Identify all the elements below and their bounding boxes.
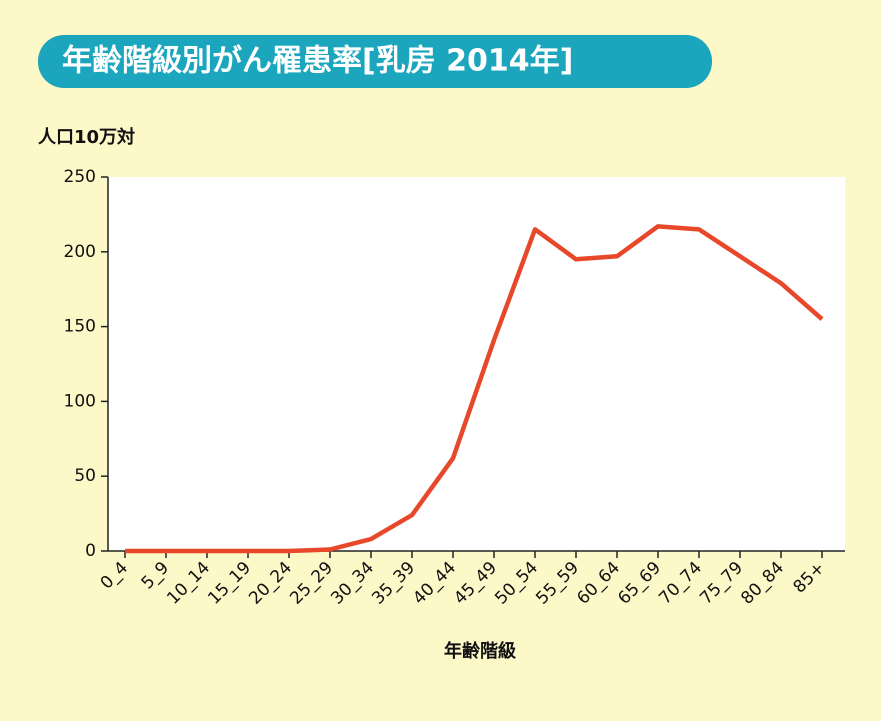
y-tick-label: 150 <box>64 317 96 337</box>
y-tick-label: 100 <box>64 391 96 411</box>
series-line <box>125 224 824 554</box>
y-tick-label: 0 <box>85 541 96 561</box>
chart-title: 年齢階級別がん罹患率[乳房 2014年] <box>62 44 573 79</box>
plot-area <box>108 177 845 551</box>
y-axis-label: 人口10万対 <box>38 126 135 148</box>
title-pill <box>38 35 712 88</box>
y-tick-label: 250 <box>64 167 96 187</box>
x-axis-label: 年齢階級 <box>444 640 516 662</box>
y-tick-label: 50 <box>74 466 96 486</box>
y-tick-label: 200 <box>64 242 96 262</box>
